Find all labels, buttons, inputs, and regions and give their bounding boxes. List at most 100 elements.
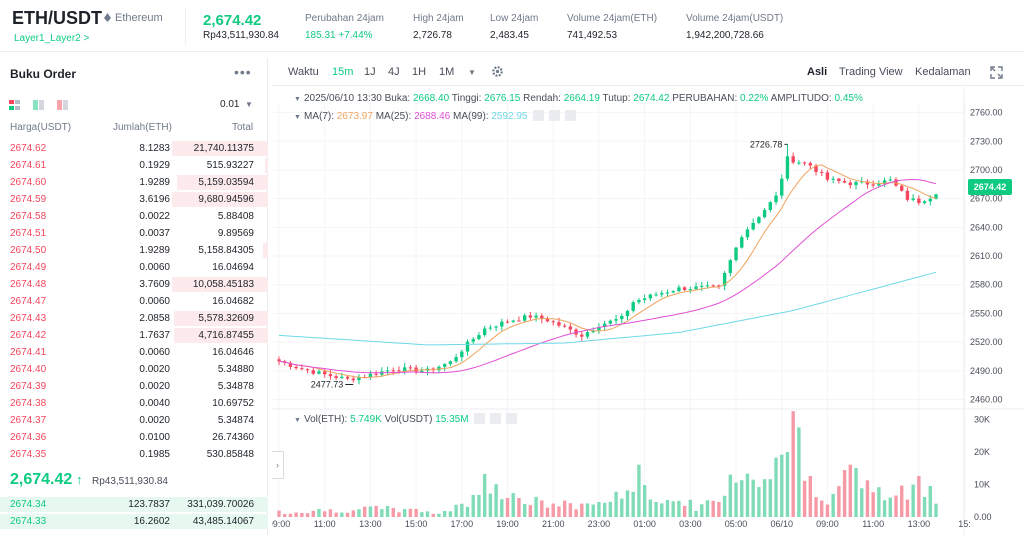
- arrow-up-icon: ↑: [76, 472, 83, 487]
- time-label: Waktu: [288, 66, 319, 78]
- collapse-caret-icon[interactable]: ▼: [294, 114, 301, 121]
- ask-row[interactable]: 2674.47 0.0060 16.04682: [0, 293, 268, 310]
- ask-row[interactable]: 2674.50 1.9289 5,158.84305: [0, 242, 268, 259]
- candle-body: [888, 179, 892, 181]
- ask-row[interactable]: 2674.49 0.0060 16.04694: [0, 259, 268, 276]
- collapse-caret-icon[interactable]: ▼: [294, 417, 301, 424]
- ma99-label: MA(99):: [453, 111, 489, 122]
- close-icon[interactable]: [505, 413, 517, 424]
- ask-row[interactable]: 2674.51 0.0037 9.89569: [0, 225, 268, 242]
- interval-15m[interactable]: 15m: [332, 66, 354, 78]
- candle-body: [780, 178, 784, 196]
- ask-row[interactable]: 2674.48 3.7609 10,058.45183: [0, 276, 268, 293]
- bid-row[interactable]: 2674.33 16.2602 43,485.14067: [0, 513, 268, 530]
- pair-symbol[interactable]: ETH/USDT: [12, 8, 102, 28]
- stat-label: Volume 24jam(USDT): [686, 13, 784, 24]
- ask-amount: 1.7637: [139, 330, 170, 341]
- ask-row[interactable]: 2674.35 0.1985 530.85848: [0, 446, 268, 463]
- candle-body: [494, 326, 498, 328]
- ask-row[interactable]: 2674.38 0.0040 10.69752: [0, 395, 268, 412]
- close-icon[interactable]: [564, 110, 576, 121]
- category-tag-link[interactable]: Layer1_Layer2 >: [14, 33, 90, 44]
- precision-select[interactable]: 0.01: [220, 99, 240, 110]
- candle-body: [568, 326, 573, 330]
- volume-bar: [580, 503, 584, 517]
- candle-body: [357, 376, 361, 381]
- volume-bar: [877, 487, 881, 517]
- volume-bar: [380, 509, 384, 517]
- ask-amount: 1.9289: [139, 245, 170, 256]
- expand-icon[interactable]: [990, 66, 1003, 79]
- price-tick-label: 2460.00: [970, 394, 1003, 404]
- candle-body: [660, 293, 664, 295]
- bid-row[interactable]: 2674.34 123.7837 331,039.70026: [0, 496, 268, 513]
- candle-body: [671, 291, 675, 293]
- stat-label: High 24jam: [413, 13, 464, 24]
- caret-down-icon[interactable]: ▼: [245, 100, 253, 109]
- volume-bar: [791, 411, 795, 517]
- more-dots-icon[interactable]: •••: [234, 64, 252, 80]
- stat-label: Low 24jam: [490, 13, 539, 24]
- candle-body: [762, 209, 767, 218]
- candle-body: [911, 198, 915, 200]
- ask-row[interactable]: 2674.40 0.0020 5.34880: [0, 361, 268, 378]
- candle-body: [682, 287, 687, 291]
- candle-body: [791, 156, 795, 163]
- volume-bar: [368, 506, 373, 517]
- ask-row[interactable]: 2674.62 8.1283 21,740.11375: [0, 140, 268, 157]
- volume-bar: [414, 508, 418, 517]
- ask-row[interactable]: 2674.59 3.6196 9,680.94596: [0, 191, 268, 208]
- ask-row[interactable]: 2674.36 0.0100 26.74360: [0, 429, 268, 446]
- pair-name[interactable]: Ethereum: [104, 12, 163, 24]
- expand-side-icon[interactable]: ›: [272, 451, 284, 479]
- interval-4j[interactable]: 4J: [388, 66, 400, 78]
- mid-price-idr: Rp43,511,930.84: [92, 476, 168, 487]
- ask-row[interactable]: 2674.42 1.7637 4,716.87455: [0, 327, 268, 344]
- volume-bar: [894, 495, 898, 517]
- ask-price: 2674.61: [10, 160, 47, 171]
- ask-total: 9.89569: [217, 228, 254, 239]
- ask-row[interactable]: 2674.43 2.0858 5,578.32609: [0, 310, 268, 327]
- eye-icon[interactable]: [532, 110, 544, 121]
- ask-row[interactable]: 2674.39 0.0020 5.34878: [0, 378, 268, 395]
- ask-row[interactable]: 2674.37 0.0020 5.34874: [0, 412, 268, 429]
- interval-1m[interactable]: 1M: [439, 66, 455, 78]
- ask-row[interactable]: 2674.41 0.0060 16.04646: [0, 344, 268, 361]
- orderbook-asks-icon[interactable]: [57, 100, 68, 110]
- candle-body: [408, 367, 413, 369]
- gear-icon[interactable]: [489, 413, 501, 424]
- time-tick-label: 01:00: [633, 519, 656, 529]
- more-intervals-icon[interactable]: ▼: [468, 68, 476, 77]
- ask-row[interactable]: 2674.58 0.0022 5.88408: [0, 208, 268, 225]
- eye-icon[interactable]: [473, 413, 485, 424]
- volume-bar: [574, 509, 578, 517]
- volume-bar: [465, 506, 470, 517]
- interval-1h[interactable]: 1H: [412, 66, 427, 78]
- orderbook-bids-icon[interactable]: [33, 100, 44, 110]
- volume-bar: [814, 497, 818, 517]
- volume-bar: [277, 510, 281, 517]
- volume-bar: [797, 427, 801, 517]
- interval-1j[interactable]: 1J: [364, 66, 376, 78]
- view-depth[interactable]: Kedalaman: [915, 66, 971, 78]
- price-chart[interactable]: 2726.78 2477.73 2760.00 2730.00 2700.00 2670.…: [272, 87, 1024, 535]
- ask-row[interactable]: 2674.60 1.9289 5,159.03594: [0, 174, 268, 191]
- volume-bar: [642, 485, 647, 517]
- candle-body: [522, 315, 527, 321]
- view-asli[interactable]: Asli: [807, 66, 828, 78]
- volume-tick-label: 0.00: [974, 512, 992, 522]
- volume-bar: [677, 500, 681, 517]
- gear-icon[interactable]: [491, 65, 504, 78]
- orderbook-both-icon[interactable]: [9, 100, 20, 110]
- ask-row[interactable]: 2674.61 0.1929 515.93227: [0, 157, 268, 174]
- collapse-caret-icon[interactable]: ▼: [294, 96, 301, 103]
- view-tradingview[interactable]: Trading View: [839, 66, 903, 78]
- volume-bar: [288, 513, 293, 517]
- bid-amount: 123.7837: [128, 499, 170, 510]
- ask-amount: 0.0060: [139, 296, 170, 307]
- candle-body: [557, 322, 561, 326]
- candle-body: [402, 367, 407, 372]
- gear-icon[interactable]: [548, 110, 560, 121]
- chart-canvas[interactable]: 2726.78 2477.73 2760.00 2730.00 2700.00 2670.…: [272, 87, 1024, 535]
- candle-body: [928, 198, 932, 202]
